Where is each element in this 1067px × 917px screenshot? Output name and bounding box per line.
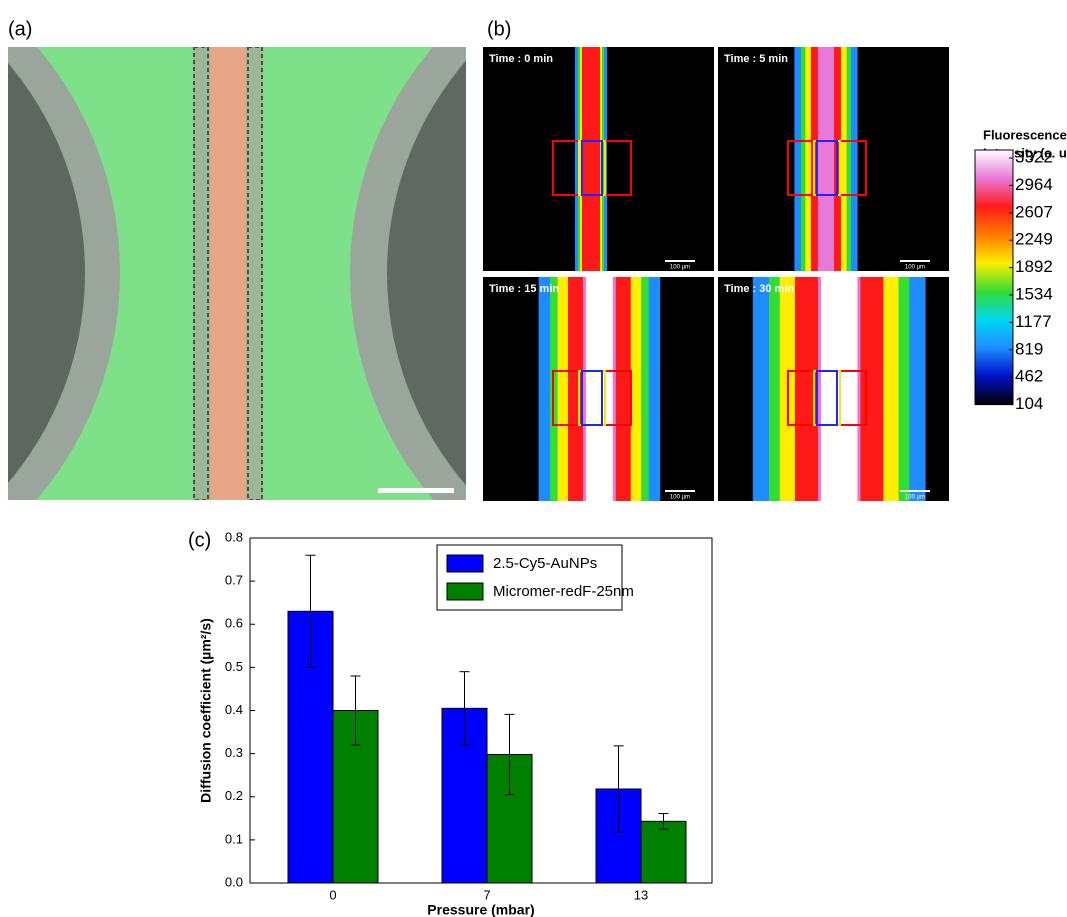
panel-label: (a) bbox=[8, 18, 32, 40]
frame: Time : 5 min 100 µm bbox=[718, 47, 949, 271]
colorbar-title: Fluorescence bbox=[983, 127, 1067, 142]
x-tick-label: 7 bbox=[483, 887, 490, 902]
y-tick-label: 0.7 bbox=[225, 573, 243, 588]
x-axis-label: Pressure (mbar) bbox=[427, 902, 534, 917]
colorbar-tick-label: 2964 bbox=[1015, 175, 1053, 194]
scale-bar-label: 100 µm bbox=[670, 495, 690, 501]
colorbar: Fluorescence Intensity (a. u.) 332229642… bbox=[975, 127, 1067, 413]
colorbar-tick-label: 2607 bbox=[1015, 202, 1053, 221]
frame-time: Time : 5 min bbox=[724, 53, 788, 65]
legend-label: 2.5-Cy5-AuNPs bbox=[493, 555, 597, 572]
legend-swatch bbox=[447, 555, 483, 572]
colorbar-tick-label: 819 bbox=[1015, 339, 1043, 358]
colorbar-bar bbox=[975, 150, 1013, 405]
intensity-band bbox=[818, 47, 834, 271]
frame-time: Time : 0 min bbox=[489, 53, 553, 65]
frame: Time : 30 min 100 µm bbox=[718, 277, 949, 501]
scale-bar-label: 100 µm bbox=[670, 265, 690, 271]
colorbar-tick-label: 462 bbox=[1015, 367, 1043, 386]
colorbar-tick-label: 104 bbox=[1015, 394, 1043, 413]
scale-bar-label: 100 µm bbox=[905, 495, 925, 501]
colorbar-tick-label: 1534 bbox=[1015, 284, 1053, 303]
frame-time: Time : 30 min bbox=[724, 283, 794, 295]
panel-label: (b) bbox=[487, 18, 511, 40]
colorbar-tick-label: 3322 bbox=[1015, 147, 1053, 166]
y-tick-label: 0.5 bbox=[225, 659, 243, 674]
colorbar-tick-label: 2249 bbox=[1015, 230, 1053, 249]
scale-bar-label: 100 µm bbox=[905, 265, 925, 271]
y-tick-label: 0.2 bbox=[225, 788, 243, 803]
colorbar-tick-label: 1177 bbox=[1015, 312, 1052, 331]
frame: Time : 0 min 100 µm bbox=[483, 47, 714, 271]
legend-label: Micromer-redF-25nm bbox=[493, 583, 634, 600]
bar bbox=[641, 821, 686, 883]
bar-chart: (c) 0.0 0.1 0.2 0.3 0.4 0.5 0.6 0.7 0.8 0 7 13 Pressu… bbox=[188, 529, 712, 917]
y-tick-label: 0.3 bbox=[225, 745, 243, 760]
figure: (a) (b) Time : 0 min 100 µm Time : 5 min 10… bbox=[0, 0, 1067, 917]
y-tick-label: 0.0 bbox=[225, 874, 243, 889]
intensity-band bbox=[586, 277, 613, 501]
y-axis-label: Diffusion coefficient (µm²/s) bbox=[198, 618, 214, 803]
intensity-band bbox=[582, 47, 600, 271]
legend-swatch bbox=[447, 583, 483, 600]
frame: Time : 15 min 100 µm bbox=[483, 277, 714, 501]
x-tick-label: 0 bbox=[329, 887, 336, 902]
frame-time: Time : 15 min bbox=[489, 283, 559, 295]
panel-label: (c) bbox=[188, 529, 211, 551]
y-tick-label: 0.6 bbox=[225, 616, 243, 631]
colorbar-tick-label: 1892 bbox=[1015, 257, 1053, 276]
y-tick-label: 0.4 bbox=[225, 702, 243, 717]
y-tick-label: 0.1 bbox=[225, 831, 243, 846]
x-tick-label: 13 bbox=[634, 887, 648, 902]
y-tick-label: 0.8 bbox=[225, 529, 243, 544]
